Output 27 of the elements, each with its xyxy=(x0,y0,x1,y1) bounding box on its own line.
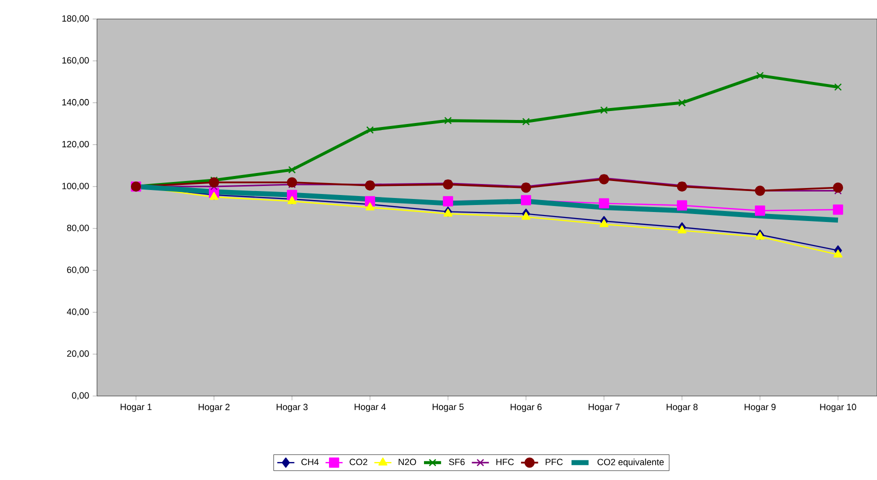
x-tick-label: Hogar 9 xyxy=(744,404,776,412)
x-tick-label: Hogar 1 xyxy=(120,404,152,412)
y-tick-label: 0,00 xyxy=(72,392,89,400)
y-tick-label: 180,00 xyxy=(62,15,89,23)
x-tick-label: Hogar 2 xyxy=(198,404,230,412)
y-tick-label: 140,00 xyxy=(62,99,89,106)
y-tick-label: 100,00 xyxy=(62,182,89,190)
legend-label: PFC xyxy=(546,458,563,466)
legend-label: CH4 xyxy=(301,458,319,466)
y-tick-label: 60,00 xyxy=(67,266,89,274)
x-tick-label: Hogar 6 xyxy=(510,404,542,412)
y-tick-label: 40,00 xyxy=(66,308,89,316)
legend-label: SF6 xyxy=(448,458,465,466)
y-tick-label: 120,00 xyxy=(62,140,89,148)
y-tick-label: 20,00 xyxy=(67,350,89,358)
legend-label: CO2 equivalente xyxy=(598,458,664,468)
x-tick-label: Hogar 3 xyxy=(276,404,308,412)
y-tick-label: 80,00 xyxy=(67,224,89,232)
x-tick-label: Hogar 8 xyxy=(666,404,698,412)
x-tick-label: Hogar 5 xyxy=(432,404,464,412)
x-tick-label: Hogar 4 xyxy=(354,404,386,412)
y-tick-label: 160,00 xyxy=(62,57,89,65)
legend-label: N2O xyxy=(398,458,416,466)
legend-label: CO2 xyxy=(350,458,368,466)
x-tick-label: Hogar 7 xyxy=(588,404,620,412)
legend-label: HFC xyxy=(496,458,514,466)
x-tick-label: Hogar 10 xyxy=(820,404,856,412)
